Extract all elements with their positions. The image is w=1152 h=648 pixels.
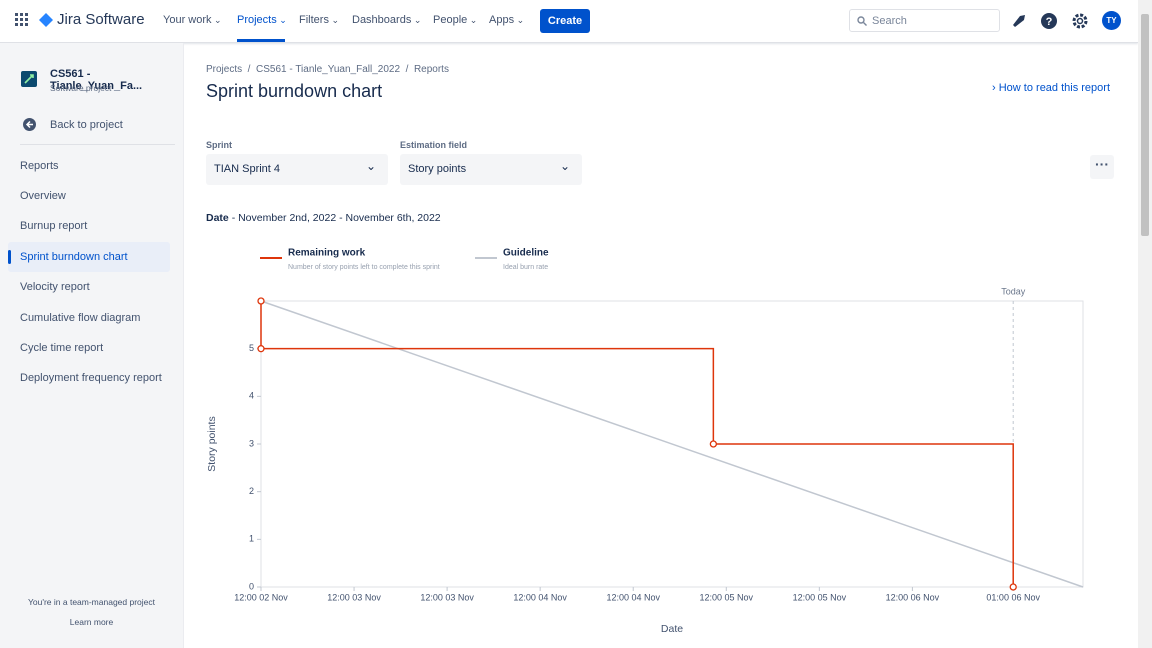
y-tick-label: 4 (249, 391, 254, 401)
x-axis-title: Date (661, 623, 683, 635)
chevron: ⌄ (365, 159, 376, 173)
filter-label: Sprint (206, 140, 232, 150)
report-link[interactable]: Overview (20, 190, 66, 202)
x-tick-label: 12:00 05 Nov (700, 592, 754, 602)
nav-item[interactable]: Apps ⌄ (489, 14, 525, 26)
breadcrumb[interactable]: CS561 - Tianle_Yuan_Fall_2022 (256, 64, 401, 75)
data-point (257, 297, 265, 305)
data-point (1009, 583, 1017, 591)
today-label: Today (1001, 286, 1026, 296)
svg-text:?: ? (1046, 16, 1053, 28)
more-button[interactable]: ··· (1090, 155, 1114, 179)
x-tick-label: 12:00 02 Nov (234, 592, 288, 602)
help-link-text[interactable]: How to read this report (998, 82, 1111, 94)
top-nav: Jira Software Your work ⌄ Projects ⌄ Filte… (0, 0, 1138, 43)
report-link[interactable]: Velocity report (20, 281, 90, 294)
y-tick-label: 0 (249, 581, 254, 591)
legend-description: Ideal burn rate (503, 264, 548, 271)
nav-item[interactable]: Dashboards ⌄ (352, 14, 422, 26)
project-name[interactable]: CS561 - Tianle_Yuan_Fa... (50, 68, 143, 92)
jira-logo (39, 13, 53, 27)
search-placeholder: Search (872, 15, 907, 27)
breadcrumb[interactable]: Reports (413, 64, 449, 75)
back-icon (23, 118, 36, 131)
search-box[interactable]: Search (849, 9, 1000, 32)
y-tick-label: 2 (249, 486, 254, 496)
project-icon (21, 71, 37, 87)
scrollbar-thumb[interactable] (1141, 14, 1149, 236)
burndown-chart: Remaining work Number of story points lef… (206, 248, 1084, 635)
date-label: Date (206, 212, 229, 224)
chevron: ⌄ (328, 15, 339, 25)
sidebar: CS561 - Tianle_Yuan_Fa... Software proje… (0, 43, 184, 648)
product-name[interactable]: Jira Software (57, 11, 145, 28)
x-tick-label: 12:00 04 Nov (513, 592, 567, 602)
legend-label: Guideline (503, 248, 549, 259)
separator: / (242, 64, 257, 75)
x-tick-label: 12:00 03 Nov (327, 592, 381, 602)
active-underline (237, 39, 285, 42)
filter-dropdown[interactable]: TIAN Sprint 4 ⌄ (206, 154, 388, 185)
avatar[interactable]: TY (1102, 11, 1121, 30)
report-link[interactable]: Cumulative flow diagram (20, 311, 141, 324)
data-point (709, 440, 718, 448)
y-axis-title: Story points (206, 416, 218, 471)
report-link[interactable]: Burnup report (20, 220, 88, 233)
back-link[interactable]: Back to project (50, 119, 123, 131)
legend-label: Remaining work (288, 248, 366, 259)
chevron: ⌄ (411, 15, 422, 25)
app-switcher[interactable] (15, 13, 29, 27)
chevron: ⌄ (514, 15, 525, 25)
x-tick-label: 12:00 04 Nov (606, 592, 660, 602)
chevron: ⌄ (211, 15, 222, 25)
y-tick-label: 5 (249, 343, 254, 353)
filter-dropdown[interactable]: Story points ⌄ (400, 154, 582, 185)
chevron: ⌄ (276, 15, 287, 25)
report-link[interactable]: Cycle time report (20, 342, 104, 354)
report-link[interactable]: Sprint burndown chart (8, 241, 170, 272)
create-button[interactable]: Create (540, 9, 590, 33)
breadcrumb[interactable]: Projects (206, 64, 243, 75)
breadcrumbs: Projects / CS561 - Tianle_Yuan_Fall_2022… (206, 64, 449, 75)
chevron: ⌄ (467, 15, 478, 25)
project-type: Software project (50, 83, 112, 93)
separator: / (400, 64, 414, 75)
y-tick-label: 1 (249, 534, 254, 544)
series-line (260, 301, 1014, 587)
notifications-icon[interactable] (1010, 12, 1028, 30)
page-title: Sprint burndown chart (206, 81, 383, 101)
chevron: ⌄ (559, 159, 570, 173)
scrollbar[interactable] (1138, 0, 1152, 648)
nav-item[interactable]: Filters ⌄ (299, 14, 339, 26)
x-tick-label: 12:00 05 Nov (793, 592, 847, 602)
section-heading: Reports (20, 160, 59, 172)
settings-icon[interactable] (1070, 11, 1090, 31)
footer-note: You're in a team-managed project (28, 597, 155, 607)
x-tick-label: 01:00 06 Nov (986, 592, 1040, 602)
x-tick-label: 12:00 06 Nov (886, 592, 940, 602)
x-tick-label: 12:00 03 Nov (420, 592, 474, 602)
help-link[interactable]: › How to read this report (992, 82, 1111, 94)
divider (20, 144, 175, 145)
filter-label: Estimation field (400, 140, 468, 150)
learn-more[interactable]: Learn more (69, 617, 114, 627)
data-point (257, 345, 265, 353)
search-icon (857, 16, 867, 26)
report-link[interactable]: Deployment frequency report (20, 372, 162, 385)
nav-item[interactable]: Your work ⌄ (163, 14, 222, 26)
date-range: Date - November 2nd, 2022 - November 6th… (206, 212, 441, 224)
legend-description: Number of story points left to complete … (288, 264, 440, 271)
nav-item[interactable]: People ⌄ (433, 14, 478, 26)
help-icon[interactable]: ? (1039, 11, 1059, 31)
date-value: - November 2nd, 2022 - November 6th, 202… (231, 212, 441, 224)
nav-item[interactable]: Projects ⌄ (237, 14, 287, 26)
y-tick-label: 3 (249, 438, 254, 448)
